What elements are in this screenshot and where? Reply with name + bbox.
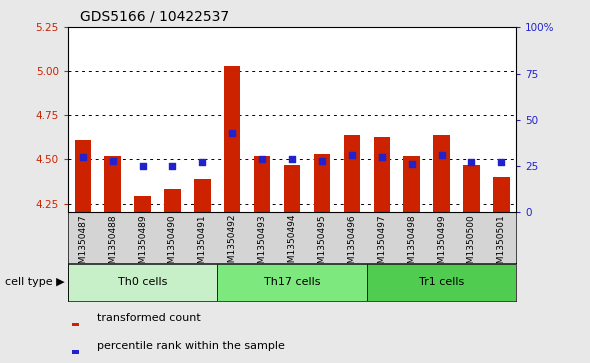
Text: GSM1350495: GSM1350495 [317, 214, 326, 274]
Bar [493, 177, 510, 212]
Text: transformed count: transformed count [97, 313, 201, 323]
Point [407, 161, 417, 167]
Text: GSM1350498: GSM1350498 [407, 214, 416, 274]
Text: GSM1350500: GSM1350500 [467, 214, 476, 275]
Bar [217, 264, 367, 301]
Text: GSM1350487: GSM1350487 [78, 214, 87, 274]
Point [108, 158, 117, 163]
Text: cell type ▶: cell type ▶ [5, 277, 65, 287]
Point [437, 152, 446, 158]
Point [377, 154, 386, 160]
Point [317, 158, 327, 163]
Bar [463, 165, 480, 212]
Point [287, 156, 297, 162]
Text: GSM1350488: GSM1350488 [108, 214, 117, 274]
Text: Tr1 cells: Tr1 cells [419, 277, 464, 287]
Point [168, 163, 177, 169]
Bar [373, 136, 390, 212]
Bar [224, 66, 241, 212]
Text: percentile rank within the sample: percentile rank within the sample [97, 341, 285, 351]
Point [228, 130, 237, 136]
Text: Th17 cells: Th17 cells [264, 277, 320, 287]
Bar [433, 135, 450, 212]
Bar [135, 196, 151, 212]
Text: GSM1350489: GSM1350489 [138, 214, 147, 274]
Text: GSM1350494: GSM1350494 [287, 214, 297, 274]
Text: GSM1350493: GSM1350493 [258, 214, 267, 274]
Bar [68, 264, 217, 301]
Text: GSM1350501: GSM1350501 [497, 214, 506, 275]
Point [138, 163, 148, 169]
Text: Th0 cells: Th0 cells [118, 277, 168, 287]
Bar [194, 179, 211, 212]
Point [467, 159, 476, 165]
Text: GSM1350497: GSM1350497 [377, 214, 386, 274]
Text: GSM1350491: GSM1350491 [198, 214, 207, 274]
Bar [73, 323, 79, 326]
Bar [104, 156, 121, 212]
Text: GSM1350490: GSM1350490 [168, 214, 177, 274]
Bar [164, 189, 181, 212]
Point [497, 159, 506, 165]
Point [257, 156, 267, 162]
Text: GSM1350496: GSM1350496 [348, 214, 356, 274]
Bar [73, 350, 79, 354]
Text: GSM1350499: GSM1350499 [437, 214, 446, 274]
Bar [343, 135, 360, 212]
Bar [254, 156, 270, 212]
Point [198, 159, 207, 165]
Point [347, 152, 356, 158]
Bar [74, 140, 91, 212]
Point [78, 154, 87, 160]
Bar [367, 264, 516, 301]
Text: GSM1350492: GSM1350492 [228, 214, 237, 274]
Bar [404, 156, 420, 212]
Bar [284, 165, 300, 212]
Bar [314, 154, 330, 212]
Text: GDS5166 / 10422537: GDS5166 / 10422537 [80, 9, 229, 23]
